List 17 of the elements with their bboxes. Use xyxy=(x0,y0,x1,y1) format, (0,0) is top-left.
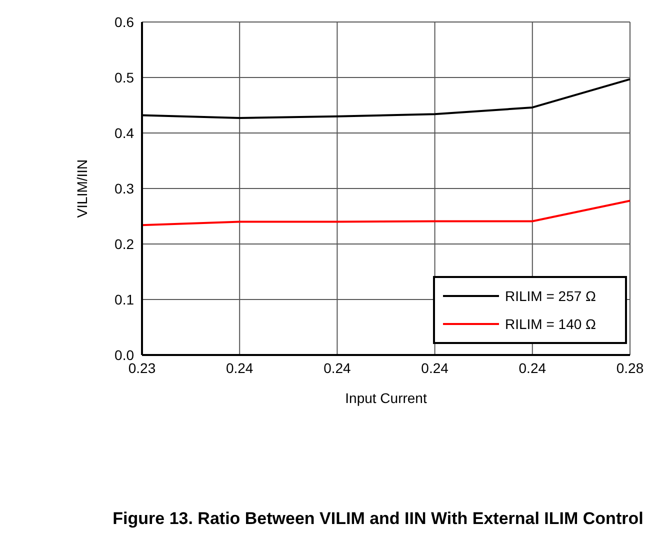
y-tick-label: 0.2 xyxy=(114,236,134,252)
text: Figure 13. Ratio Between VILIM and IIN With External ILIM Control xyxy=(112,509,644,529)
x-tick-label: 0.24 xyxy=(421,360,449,376)
y-tick-label: 0.5 xyxy=(114,69,134,86)
x-tick-label: 0.28 xyxy=(616,360,644,376)
y-tick-label: 0.3 xyxy=(114,180,134,196)
legend-label: RILIM = 140 Ω xyxy=(505,316,596,332)
y-tick-label: 0.4 xyxy=(114,124,134,141)
legend-label: RILIM = 257 Ω xyxy=(505,288,596,304)
x-tick-label: 0.24 xyxy=(226,360,254,376)
y-tick-label: 0.1 xyxy=(114,291,134,308)
y-tick-label: 0.6 xyxy=(114,14,134,30)
x-tick-label: 0.24 xyxy=(518,360,546,376)
y-axis-title: VILIM/IIN xyxy=(74,159,90,218)
line-series xyxy=(141,200,631,226)
x-tick-label: 0.24 xyxy=(324,360,352,376)
x-axis-title: Input Current xyxy=(345,390,427,406)
